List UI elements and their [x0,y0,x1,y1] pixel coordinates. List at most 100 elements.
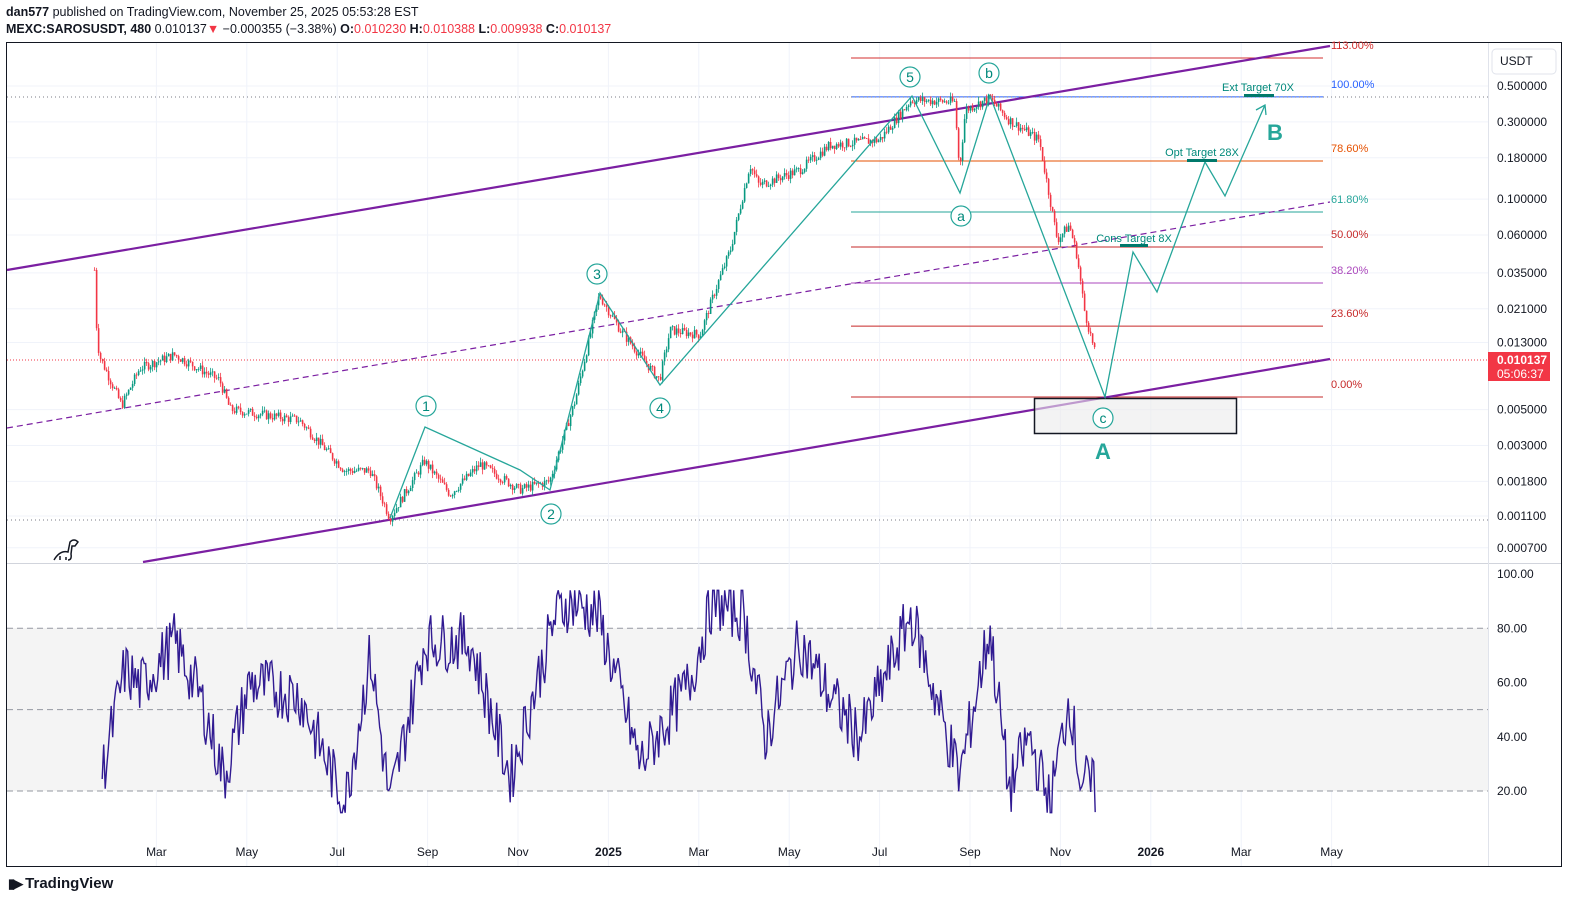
author[interactable]: dan577 [6,5,50,19]
candle-body [103,361,106,370]
candle-body [573,404,576,407]
candle-body [845,138,848,148]
candle-body [215,377,218,379]
candle-body [655,376,658,378]
candle-body [637,353,640,356]
price-tick-label: 0.003000 [1497,438,1547,452]
candle-body [665,349,668,353]
candle-body [1061,233,1064,238]
currency-button[interactable] [1491,48,1557,75]
dinosaur-icon[interactable] [53,539,79,561]
price-axis[interactable]: 0.500000 0.300000 0.180000 0.100000 0.060000… [1497,79,1547,555]
candle-body [239,407,242,412]
published-text: published on TradingView.com, November 2… [52,5,419,19]
candle-body [737,213,740,220]
cons-target-label[interactable]: Cons Target 8X [1096,233,1172,245]
candle-body [805,159,808,169]
candle-body [325,449,328,451]
wave-1-circle-icon [415,395,437,417]
candle-body [941,99,944,103]
candle-body [99,352,102,360]
candle-body [611,315,614,317]
candle-body [761,181,764,185]
candle-body [199,365,202,369]
candle-body [1037,134,1040,140]
price-tick-label: 0.180000 [1497,151,1547,165]
candle-body [369,470,372,476]
price-tick-label: 0.300000 [1497,115,1547,129]
candle-body [691,334,694,339]
wave-b-circle-icon [978,62,1000,84]
candle-body [765,180,768,187]
channel-lower-line[interactable] [142,357,1331,564]
candle-body [129,387,132,390]
candle-body [981,100,984,108]
wave-b-big-label[interactable]: B [1267,120,1283,145]
time-tick-label: Mar [688,845,709,859]
candle-body [707,313,710,314]
candle-body [407,491,410,494]
candle-body [1027,127,1030,136]
candle-body [1015,122,1018,127]
candle-body [333,459,336,464]
candle-body [967,107,970,111]
candle-body [703,320,706,330]
candle-body [479,462,482,467]
candle-body [985,97,988,104]
rsi-axis[interactable]: 100.00 80.00 60.00 40.00 20.00 [1497,567,1534,798]
candle-body [589,333,592,338]
candle-body [473,469,476,472]
candle-body [601,298,604,305]
elliott-wave-path[interactable] [389,94,1266,519]
candle-body [911,101,914,103]
candle-body [461,478,464,484]
candle-body [975,107,978,109]
candle-body [383,503,386,505]
target-zone-box[interactable] [1033,397,1238,435]
candle-body [971,106,974,111]
candle-body [339,467,342,470]
price-tick-label: 0.005000 [1497,403,1547,417]
candle-body [469,472,472,477]
tradingview-logo[interactable]: ▮▶ TradingView [8,875,113,892]
candle-body [351,470,354,473]
candle-body [657,376,660,378]
time-axis[interactable]: Mar May Jul Sep Nov 2025 Mar May Jul Sep Nov 2026 Ma… [146,845,1343,859]
candle-body [293,415,296,417]
candle-body [1051,206,1054,211]
candle-body [139,370,142,372]
wave-2-circle-icon [540,503,562,525]
current-price-tag [1488,352,1550,381]
candle-body [949,97,952,103]
candle-body [149,366,152,370]
candle-body [1005,117,1008,120]
candle-body [163,355,166,363]
symbol[interactable]: MEXC:SAROSUSDT, 480 [6,22,152,36]
candle-body [147,363,150,370]
candle-body [403,489,406,502]
candle-body [113,387,116,389]
opt-target-label[interactable]: Opt Target 28X [1165,147,1239,159]
channel-upper-line[interactable] [6,44,1331,272]
wave-a-big-label[interactable]: A [1095,439,1111,464]
candle-body [607,307,610,316]
candle-body [581,370,584,377]
candle-body [927,99,930,101]
candle-body [749,169,752,174]
candle-body [391,515,394,522]
candle-body [697,334,700,339]
candle-body [719,274,722,281]
candle-body [807,159,810,161]
channel-mid-line[interactable] [6,201,1331,429]
ext-target-label[interactable]: Ext Target 70X [1222,82,1295,94]
candle-body [487,465,490,467]
fib-retracement[interactable]: 113.00%100.00%78.60%61.80%50.00%38.20%23… [851,40,1375,398]
candle-body [401,496,404,502]
candle-body [653,366,656,378]
candle-body [501,482,504,484]
grid [7,43,1488,866]
wave-c-label: c [1100,410,1107,426]
symbol-legend: MEXC:SAROSUSDT, 480 0.010137▼ −0.000355 … [6,22,611,36]
wave-3-circle-icon [586,263,608,285]
